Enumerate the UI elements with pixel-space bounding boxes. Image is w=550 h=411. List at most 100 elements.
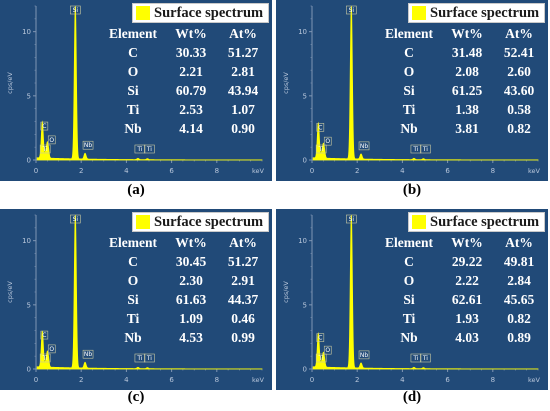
table-row: Nb 3.81 0.82 <box>378 119 544 138</box>
legend-swatch <box>412 215 426 229</box>
table-cell: 1.38 <box>455 101 479 117</box>
table-cell: 45.65 <box>503 291 535 307</box>
x-tick-label: 4 <box>124 376 129 384</box>
panel-caption: (d) <box>402 389 422 405</box>
peak-label: Nb <box>360 352 368 359</box>
x-tick-label: 6 <box>445 167 450 175</box>
peak-label-box <box>134 353 146 363</box>
peak-label-box <box>47 135 56 145</box>
peak-label: C <box>318 124 322 131</box>
table-header-cell: Element <box>385 234 433 250</box>
table-row: Si 62.61 45.65 <box>378 290 544 309</box>
spectrum-panel: 0 2 4 6 8 keV 0 5 10 cps/eV C O Ti Si Nb Ti Ti Surface sp… <box>276 209 548 390</box>
x-axis-label: keV <box>528 167 541 175</box>
legend: Surface spectrum <box>408 212 545 232</box>
table-cell: 2.84 <box>507 272 531 288</box>
table-header-row: Element Wt% At% <box>102 233 268 252</box>
table-cell: 2.08 <box>455 63 479 79</box>
table-header-cell: Wt% <box>451 234 483 250</box>
peak-label: Si <box>349 7 355 14</box>
table-cell: O <box>127 272 139 288</box>
table-row: O 2.30 2.91 <box>102 271 268 290</box>
table-cell: 4.53 <box>179 329 203 345</box>
x-tick-label: 2 <box>79 167 83 175</box>
table-row: Nb 4.03 0.89 <box>378 328 544 347</box>
peak-label-box <box>346 214 357 224</box>
table-cell: 61.63 <box>175 291 207 307</box>
y-tick-label: 5 <box>27 92 31 100</box>
composition-table: Element Wt% At% C 31.48 52.41 O 2.08 2.60 Si 61.25… <box>378 24 544 138</box>
peak-label-box <box>316 333 325 342</box>
peak-label-box <box>420 144 431 154</box>
peak-label-box <box>358 350 370 360</box>
composition-table: Element Wt% At% C 30.33 51.27 O 2.21 2.81 Si 60.79… <box>102 24 268 138</box>
x-tick-label: 8 <box>215 376 219 384</box>
peak-label-box <box>420 353 431 363</box>
table-header-cell: Wt% <box>451 25 483 41</box>
legend-swatch <box>136 215 150 229</box>
spectrum-series <box>36 5 263 161</box>
table-row: C 30.33 51.27 <box>102 43 268 62</box>
peak-label-box <box>144 353 155 363</box>
x-tick-label: 6 <box>445 376 450 384</box>
spectrum-series <box>36 214 263 370</box>
x-tick-label: 0 <box>34 376 38 384</box>
spectrum-series <box>312 214 539 370</box>
table-cell: Nb <box>400 329 418 345</box>
peak-label-box <box>40 330 49 340</box>
peak-label-box <box>410 353 422 363</box>
table-row: O 2.22 2.84 <box>378 271 544 290</box>
peak-label-box <box>40 121 49 131</box>
table-cell: 2.22 <box>455 272 479 288</box>
table-cell: 2.81 <box>231 63 255 79</box>
table-cell: 51.27 <box>227 253 259 269</box>
table-cell: 1.93 <box>455 310 479 326</box>
peak-label: Ti <box>318 355 324 362</box>
table-cell: 61.25 <box>451 82 483 98</box>
legend: Surface spectrum <box>408 3 545 23</box>
peak-label-box <box>70 214 81 224</box>
table-cell: 30.45 <box>175 253 207 269</box>
panel-caption: (c) <box>127 389 145 405</box>
table-cell: 31.48 <box>451 44 483 60</box>
table-cell: 29.22 <box>451 253 483 269</box>
table-cell: O <box>127 63 139 79</box>
peak-label: O <box>49 137 54 144</box>
peak-label: Ti <box>136 146 142 153</box>
table-cell: 62.61 <box>451 291 483 307</box>
legend-label: Surface spectrum <box>154 213 264 230</box>
x-tick-label: 6 <box>169 167 174 175</box>
y-axis-label: cps/eV <box>6 281 14 303</box>
peak-label: Nb <box>84 351 92 358</box>
peak-label-box <box>70 5 81 15</box>
peak-label-box <box>82 140 94 150</box>
peak-label: Ti <box>136 355 142 362</box>
table-cell: Ti <box>402 101 416 117</box>
table-cell: Nb <box>124 329 142 345</box>
legend-label: Surface spectrum <box>430 4 540 21</box>
table-header-cell: At% <box>505 234 533 250</box>
peak-label: Ti <box>318 146 324 153</box>
peak-label: Ti <box>412 355 418 362</box>
table-cell: 4.14 <box>179 120 203 136</box>
table-cell: Si <box>127 291 139 307</box>
peak-label-box <box>134 144 146 154</box>
table-row: Ti 2.53 1.07 <box>102 100 268 119</box>
legend-label: Surface spectrum <box>430 213 540 230</box>
y-tick-label: 0 <box>27 157 31 165</box>
table-header-cell: Element <box>385 25 433 41</box>
peak-label: C <box>42 123 46 130</box>
spectrum-series <box>312 5 539 161</box>
table-cell: 4.03 <box>455 329 479 345</box>
peak-label: Ti <box>42 355 48 362</box>
table-header-row: Element Wt% At% <box>378 24 544 43</box>
x-tick-label: 0 <box>310 167 314 175</box>
table-row: Ti 1.93 0.82 <box>378 309 544 328</box>
table-cell: 0.89 <box>507 329 531 345</box>
peak-label: Si <box>73 216 79 223</box>
table-cell: 0.58 <box>507 101 531 117</box>
y-tick-label: 5 <box>303 92 307 100</box>
table-cell: 3.81 <box>455 120 479 136</box>
